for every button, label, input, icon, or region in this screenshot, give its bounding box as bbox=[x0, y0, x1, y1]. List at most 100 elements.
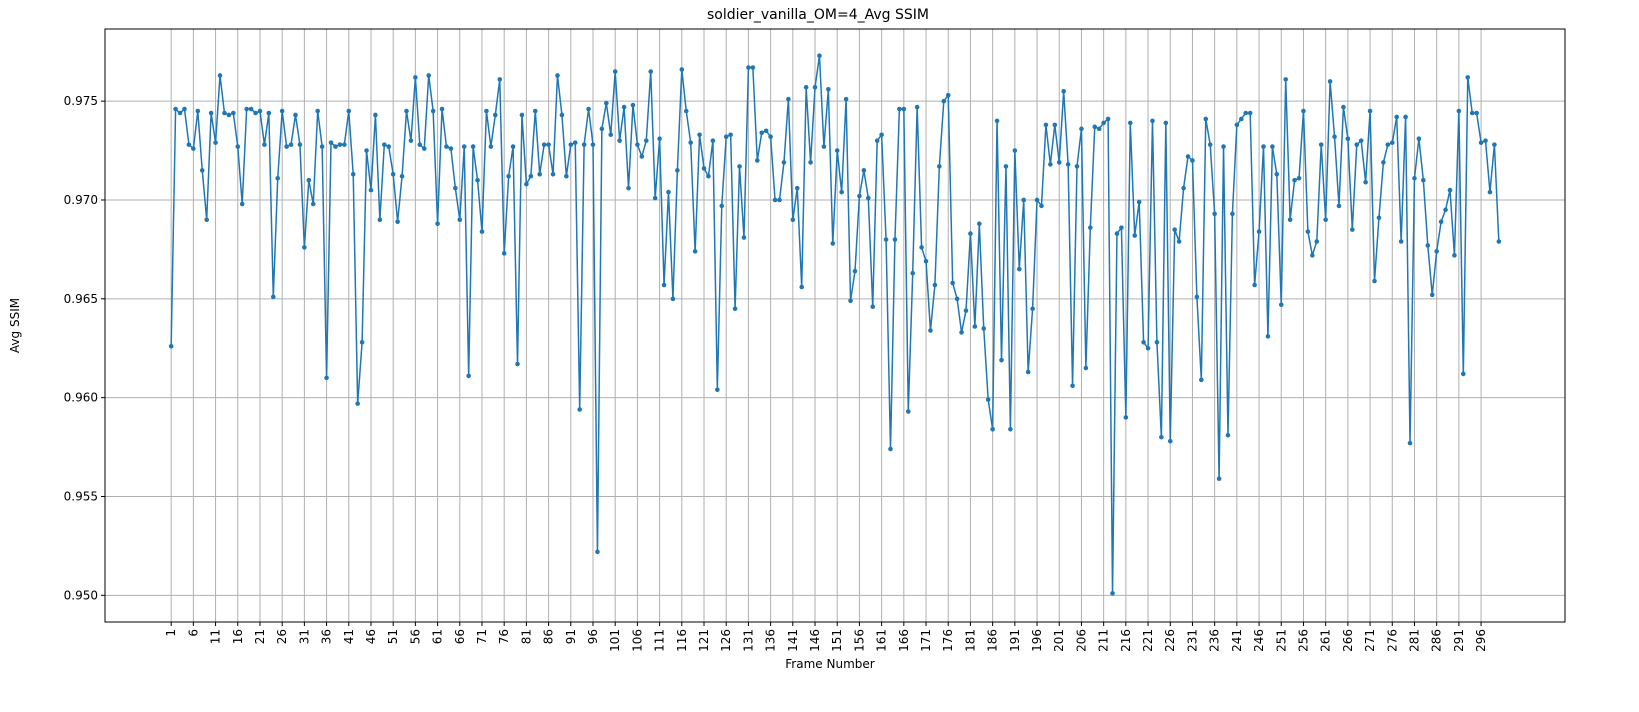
data-point bbox=[1327, 79, 1333, 84]
data-point bbox=[1421, 177, 1426, 183]
data-point bbox=[1012, 148, 1018, 153]
data-point bbox=[1203, 116, 1209, 122]
data-point bbox=[1354, 142, 1360, 147]
data-point bbox=[1429, 292, 1435, 298]
x-tick-label: 66 bbox=[453, 629, 467, 644]
data-point bbox=[235, 144, 241, 149]
data-point bbox=[1314, 239, 1320, 244]
data-point bbox=[1056, 160, 1062, 165]
data-point bbox=[737, 164, 742, 169]
data-point bbox=[1252, 282, 1257, 288]
data-point bbox=[506, 173, 511, 179]
data-point bbox=[635, 142, 640, 147]
data-point bbox=[772, 197, 778, 203]
data-point bbox=[741, 235, 747, 240]
data-point bbox=[821, 144, 827, 149]
data-point bbox=[399, 173, 405, 179]
data-point bbox=[222, 110, 227, 116]
data-point bbox=[515, 361, 520, 367]
data-point bbox=[1452, 253, 1457, 258]
data-point bbox=[1443, 207, 1448, 213]
data-point bbox=[1301, 108, 1306, 114]
data-point bbox=[413, 75, 418, 80]
x-tick-label: 51 bbox=[386, 629, 400, 644]
data-point bbox=[404, 108, 409, 114]
data-point bbox=[892, 237, 898, 242]
x-tick-label: 11 bbox=[209, 629, 223, 644]
data-point bbox=[364, 148, 369, 153]
data-point bbox=[626, 185, 631, 191]
data-point bbox=[1172, 227, 1177, 232]
data-point bbox=[1425, 243, 1431, 248]
x-tick-label: 81 bbox=[519, 629, 533, 644]
data-point bbox=[1332, 134, 1337, 140]
data-point bbox=[1310, 253, 1315, 258]
x-tick-label: 86 bbox=[542, 629, 556, 644]
data-point bbox=[959, 330, 964, 335]
data-point bbox=[1132, 233, 1138, 238]
data-point bbox=[639, 154, 645, 159]
data-point bbox=[182, 106, 187, 112]
data-point bbox=[937, 164, 942, 169]
data-point bbox=[1216, 476, 1222, 481]
data-point bbox=[977, 221, 982, 226]
data-point bbox=[848, 298, 853, 304]
data-point bbox=[430, 108, 436, 114]
data-point bbox=[1434, 249, 1439, 254]
x-tick-label: 266 bbox=[1341, 629, 1355, 652]
data-point bbox=[337, 142, 343, 147]
data-point bbox=[1145, 345, 1151, 351]
data-point bbox=[777, 197, 782, 203]
data-point bbox=[750, 65, 756, 70]
data-point bbox=[763, 128, 769, 134]
x-tick-label: 46 bbox=[364, 629, 378, 644]
data-point bbox=[382, 142, 387, 147]
data-point bbox=[306, 177, 312, 183]
data-point bbox=[1456, 108, 1462, 114]
data-point bbox=[1256, 229, 1262, 234]
data-point bbox=[279, 108, 285, 114]
data-point bbox=[1052, 122, 1058, 128]
x-tick-label: 136 bbox=[764, 629, 778, 652]
data-point bbox=[666, 189, 671, 195]
x-tick-label: 166 bbox=[897, 629, 911, 652]
data-point bbox=[728, 132, 733, 138]
data-point bbox=[253, 110, 258, 116]
data-point bbox=[994, 118, 1000, 124]
data-point bbox=[1105, 116, 1111, 122]
data-point bbox=[288, 142, 294, 147]
x-tick-label: 131 bbox=[741, 629, 755, 652]
x-tick-label: 156 bbox=[852, 629, 866, 652]
data-point bbox=[1358, 138, 1364, 143]
data-point bbox=[817, 53, 822, 58]
data-point bbox=[652, 195, 658, 201]
x-tick-label: 241 bbox=[1230, 629, 1244, 652]
data-point bbox=[1141, 340, 1146, 345]
data-point bbox=[812, 85, 818, 90]
data-point bbox=[439, 106, 445, 112]
data-point bbox=[519, 112, 525, 118]
data-point bbox=[359, 340, 365, 345]
data-point bbox=[657, 136, 662, 142]
data-point bbox=[1101, 120, 1106, 126]
data-point bbox=[794, 185, 800, 191]
x-tick-label: 171 bbox=[919, 629, 933, 652]
data-point bbox=[1265, 334, 1271, 339]
data-point bbox=[342, 142, 347, 147]
data-point bbox=[754, 158, 760, 163]
data-point bbox=[1167, 438, 1173, 444]
data-point bbox=[826, 86, 831, 92]
data-point bbox=[555, 73, 560, 78]
data-point bbox=[217, 73, 223, 78]
data-point bbox=[1323, 217, 1328, 223]
data-point bbox=[408, 138, 414, 143]
data-point bbox=[790, 217, 796, 223]
data-point bbox=[963, 308, 969, 313]
data-point bbox=[532, 108, 538, 114]
data-point bbox=[1292, 177, 1297, 183]
data-point bbox=[910, 270, 916, 276]
data-point bbox=[985, 397, 991, 402]
data-point bbox=[275, 175, 281, 181]
data-point bbox=[546, 142, 551, 147]
data-point bbox=[231, 110, 236, 116]
